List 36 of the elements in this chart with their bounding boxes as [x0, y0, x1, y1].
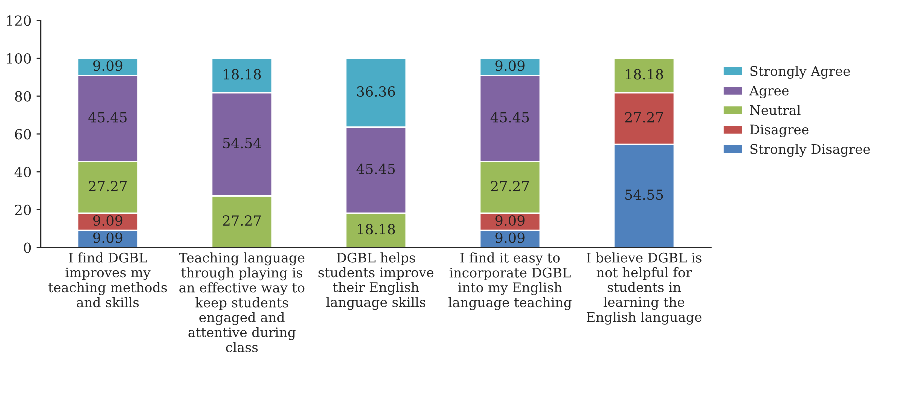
y-tick-label: 20	[15, 204, 32, 216]
data-label: 9.09	[496, 232, 525, 244]
data-label: 9.09	[93, 216, 123, 226]
legend-label: Strongly Agree	[750, 66, 850, 79]
data-label: 9.09	[93, 60, 123, 72]
data-label: 27.27	[625, 112, 664, 123]
y-tick-label: 120	[7, 16, 32, 26]
x-tick-label: Teaching language through playing is an effective way to keep students engaged and attentive during class	[179, 252, 305, 352]
data-label: 9.09	[496, 60, 525, 72]
data-label: 45.45	[356, 164, 396, 174]
data-label: 27.27	[89, 181, 127, 192]
x-tick-label: I believe DGBL is not helpful for students in learning the English language	[586, 252, 702, 325]
data-label: 36.36	[357, 86, 396, 97]
data-label: 27.27	[223, 216, 262, 226]
legend-label: Strongly Disagree	[750, 144, 870, 158]
data-label: 18.18	[224, 69, 262, 80]
y-tick-label: 100	[7, 53, 32, 64]
legend-label: Disagree	[750, 124, 809, 138]
y-tick-label: 40	[14, 167, 32, 178]
x-tick-label: I find it easy to incorporate DGBL into my English language teaching	[448, 252, 572, 310]
legend-label: Neutral	[750, 105, 801, 116]
x-tick-label: DGBL helps students improve their English language skills	[318, 252, 434, 310]
data-label: 54.55	[626, 190, 664, 200]
data-label: 9.09	[93, 232, 123, 244]
y-tick-label: 60	[15, 129, 32, 140]
data-label: 45.45	[88, 112, 127, 123]
legend-label: Agree	[750, 86, 789, 99]
data-label: 27.27	[491, 181, 530, 192]
data-label: 18.18	[626, 69, 664, 80]
data-label: 18.18	[358, 224, 396, 235]
data-label: 9.09	[496, 216, 525, 226]
y-tick-label: 80	[15, 91, 32, 102]
data-label: 54.54	[223, 138, 262, 149]
y-tick-label: 0	[24, 242, 32, 254]
x-tick-label: I find DGBL improves my teaching methods and skills	[48, 252, 168, 308]
data-label: 45.45	[490, 112, 530, 123]
